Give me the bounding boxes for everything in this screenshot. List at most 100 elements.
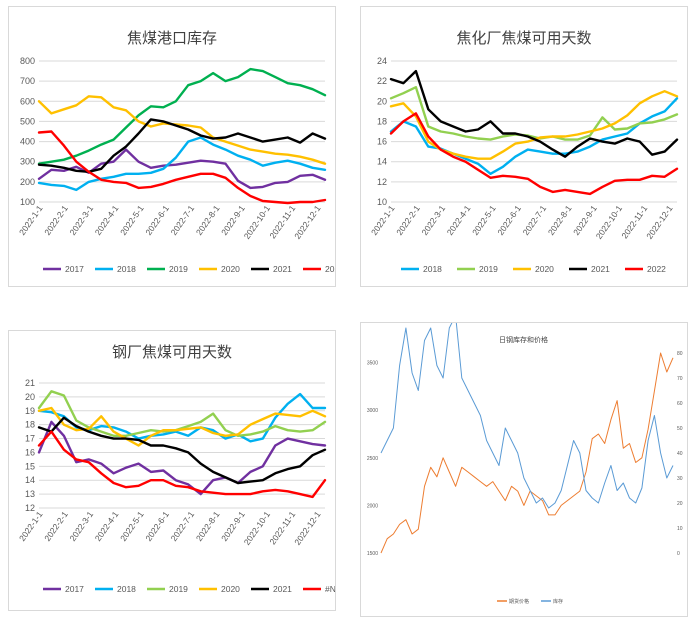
- chart-title: 焦化厂焦煤可用天数: [456, 29, 592, 47]
- series-line-2019: [37, 390, 327, 438]
- y-tick-label: 19: [25, 406, 35, 416]
- y-right-tick-label: 50: [677, 426, 683, 432]
- line-chart: 100 200 300 400 500 600 700 800 2022-1-12022-2-1…: [17, 56, 335, 274]
- series-line-2022: [37, 130, 327, 205]
- legend-label: 2018: [117, 584, 136, 594]
- x-tick-label: 2022-8-1: [546, 203, 574, 237]
- line-chart: 10 12 14 16 18 2022 24 2022-1-12022-2-12022-3-1…: [369, 56, 679, 274]
- y-right-tick-label: 20: [677, 501, 683, 507]
- x-tick-label: 2022-1-1: [369, 203, 397, 237]
- y-tick-label: 15: [25, 461, 35, 471]
- y-tick-label: 22: [377, 76, 387, 86]
- y-right-tick-label: 30: [677, 476, 683, 482]
- y-tick-label: 20: [25, 392, 35, 402]
- chart-panel-coking-days: 焦化厂焦煤可用天数 10 12 14 16 18 20 22 24 2022-1-1 2022-2…: [360, 6, 688, 287]
- chart-panel-rigang-price-inventory: 日钢库存和价格 1500 2000 2500 3000 3500 0 10 20 30 40 50 6…: [360, 322, 688, 617]
- legend-label: 2022: [647, 264, 666, 274]
- x-tick-label: 2022-7-1: [521, 203, 549, 237]
- y-tick-label: 14: [25, 475, 35, 485]
- legend-label: 2017: [65, 584, 84, 594]
- y-tick-label: 13: [25, 489, 35, 499]
- y-right-tick-label: 10: [677, 526, 683, 532]
- legend-label: 2021: [273, 584, 292, 594]
- y-tick-label: 18: [25, 420, 35, 430]
- y-tick-label: 400: [20, 137, 35, 147]
- series-line-2021: [37, 416, 327, 485]
- legend-label: 2018: [423, 264, 442, 274]
- series-line-2018: [37, 392, 327, 443]
- legend-label: 2019: [169, 264, 188, 274]
- x-tick-label: 2022-2-1: [42, 203, 70, 237]
- x-tick-label: 2022-6-1: [143, 203, 171, 237]
- y-tick-label: 500: [20, 116, 35, 126]
- series-line-2020: [37, 95, 327, 165]
- x-tick-label: 2022-6-1: [143, 509, 171, 543]
- x-tick-label: 2022-3-1: [67, 203, 95, 237]
- legend-label: #N/A: [325, 584, 335, 594]
- y-tick-label: 24: [377, 56, 387, 66]
- series-line-库存: [380, 323, 674, 509]
- chart-title: 日钢库存和价格: [499, 336, 548, 344]
- y-right-tick-label: 0: [677, 551, 680, 557]
- x-tick-label: 2022-8-1: [194, 203, 222, 237]
- x-tick-label: 2022-4-1: [445, 203, 473, 237]
- series-line-2018: [37, 136, 327, 192]
- y-tick-label: 18: [377, 116, 387, 126]
- series-line-#N/A: [37, 430, 327, 499]
- legend-label: 2019: [479, 264, 498, 274]
- series-line-2022: [389, 112, 679, 196]
- x-tick-label: 2022-4-1: [93, 509, 121, 543]
- chart-title: 焦煤港口库存: [126, 29, 217, 47]
- legend-label: 2018: [117, 264, 136, 274]
- y-left-tick-label: 3000: [367, 408, 378, 414]
- x-tick-label: 2022-1-1: [17, 203, 45, 237]
- y-tick-label: 700: [20, 76, 35, 86]
- x-tick-label: 2022-5-1: [118, 509, 146, 543]
- y-right-tick-label: 60: [677, 401, 683, 407]
- y-left-tick-label: 3500: [367, 361, 378, 367]
- y-right-tick-label: 40: [677, 451, 683, 457]
- legend-label: 2017: [65, 264, 84, 274]
- y-tick-label: 17: [25, 434, 35, 444]
- series-line-2021: [389, 69, 679, 158]
- legend-label: 2019: [169, 584, 188, 594]
- y-tick-label: 21: [25, 378, 35, 388]
- x-tick-label: 2022-2-1: [42, 509, 70, 543]
- x-tick-label: 2022-3-1: [419, 203, 447, 237]
- x-tick-label: 2022-8-1: [194, 509, 222, 543]
- y-tick-label: 16: [377, 137, 387, 147]
- x-tick-label: 2022-3-1: [67, 509, 95, 543]
- y-left-tick-label: 1500: [367, 551, 378, 557]
- x-tick-label: 2022-7-1: [169, 509, 197, 543]
- y-left-tick-label: 2000: [367, 503, 378, 509]
- line-chart: 121314151617181920212022-1-12022-2-12022…: [17, 378, 335, 594]
- y-left-tick-label: 2500: [367, 456, 378, 462]
- chart-panel-steel-days: 钢厂焦煤可用天数 12 13 14 15 16 17 18 19 20 21 2022-1-1 202…: [8, 330, 336, 611]
- y-tick-label: 14: [377, 157, 387, 167]
- y-tick-label: 600: [20, 96, 35, 106]
- x-tick-label: 2022-6-1: [495, 203, 523, 237]
- chart-panel-port-inventory: 焦煤港口库存 100 200 300 400 500 600 700 800 2022-1-1 2…: [8, 6, 336, 287]
- x-tick-label: 2022-4-1: [93, 203, 121, 237]
- y-tick-label: 12: [25, 503, 35, 513]
- x-tick-label: 2022-2-1: [394, 203, 422, 237]
- legend-label: 2020: [221, 264, 240, 274]
- series-line-2020: [37, 406, 327, 447]
- legend-label: 2021: [591, 264, 610, 274]
- y-right-tick-label: 70: [677, 376, 683, 382]
- y-tick-label: 10: [377, 197, 387, 207]
- legend-label: 库存: [553, 598, 563, 605]
- series-line-2019: [37, 67, 327, 165]
- y-tick-label: 16: [25, 447, 35, 457]
- x-tick-label: 2022-5-1: [470, 203, 498, 237]
- dual-axis-line-chart: 1500 2000 2500 3000 3500 0 10 20 30 40 50 60 70 80 期货价…: [367, 323, 683, 605]
- series-line-2017: [37, 420, 327, 496]
- x-tick-label: 2022-5-1: [118, 203, 146, 237]
- legend-label: 期货价格: [509, 598, 529, 605]
- y-tick-label: 12: [377, 177, 387, 187]
- series-line-2019: [389, 85, 679, 141]
- y-tick-label: 200: [20, 177, 35, 187]
- legend-label: 2021: [273, 264, 292, 274]
- y-tick-label: 300: [20, 157, 35, 167]
- series-line-期货价格: [380, 352, 674, 554]
